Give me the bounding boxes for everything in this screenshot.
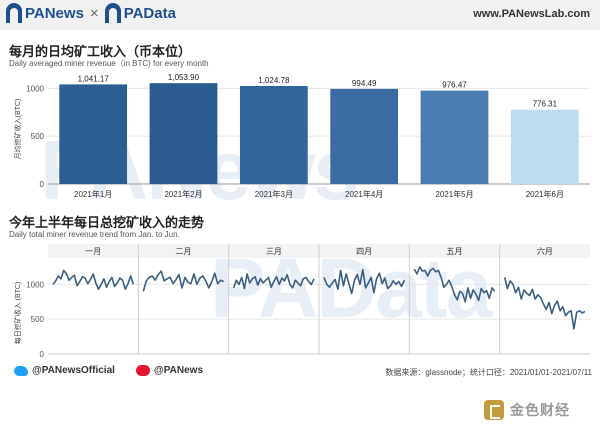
- data-label: 776.31: [533, 100, 558, 109]
- panel-label: 六月: [537, 246, 553, 256]
- daily-line-chart: 0 500 1000 每日挖矿收入 (BTC) 一月 二月 三月 四月 五月 六月: [13, 244, 590, 359]
- twitter-handle[interactable]: @PANewsOfficial: [14, 365, 115, 376]
- brand-panews: PANews: [25, 4, 84, 22]
- jinse-stamp: 金色财经: [484, 400, 570, 420]
- data-label: 976.47: [442, 81, 467, 90]
- jinse-stamp-text: 金色财经: [510, 402, 570, 418]
- twitter-icon: [14, 365, 28, 376]
- panel-label: 一月: [85, 247, 101, 256]
- chart2-subtitle: Daily total miner revenue trend from Jan…: [9, 230, 180, 239]
- panel-label: 二月: [176, 247, 192, 256]
- data-label: 1,041.17: [78, 74, 110, 83]
- series-line: [52, 269, 135, 291]
- weibo-label: @PANews: [154, 365, 204, 376]
- jinse-logo-icon: [484, 400, 504, 420]
- data-label: 994.49: [352, 79, 377, 88]
- x-tick-label: 2021年6月: [526, 189, 564, 199]
- y-tick-label: 500: [31, 315, 45, 324]
- x-tick-label: 2021年2月: [164, 189, 202, 199]
- site-url[interactable]: www.PANewsLab.com: [473, 8, 590, 20]
- bar: [239, 85, 308, 184]
- series-line: [232, 273, 315, 290]
- series-line: [413, 266, 496, 303]
- series-line: [142, 270, 225, 292]
- x-tick-label: 2021年3月: [255, 189, 293, 199]
- monthly-bar-chart: 0 500 1000 月均挖矿收入(BTC) 1,041.17 2021年1月 1,053.…: [13, 73, 590, 199]
- y-tick-label: 0: [40, 350, 45, 359]
- y-axis-label: 月均挖矿收入(BTC): [13, 99, 22, 160]
- header-bar: PANews × PAData www.PANewsLab.com: [0, 0, 600, 30]
- x-tick-label: 2021年1月: [74, 189, 112, 199]
- y-tick-label: 0: [40, 180, 45, 189]
- chart2-title: 今年上半年每日总挖矿收入的走势: [9, 215, 205, 230]
- padata-logo-icon: [104, 3, 121, 23]
- data-label: 1,053.90: [168, 73, 200, 82]
- brand-padata: PAData: [123, 4, 176, 22]
- y-tick-label: 1000: [26, 84, 44, 93]
- twitter-label: @PANewsOfficial: [32, 365, 115, 376]
- chart1-title: 每月的日均矿工收入（币本位）: [9, 44, 192, 59]
- data-label: 1,024.78: [258, 76, 290, 85]
- bar: [59, 84, 128, 184]
- footer: @PANewsOfficial @PANews 数据来源：glassnode；统…: [0, 361, 600, 383]
- panel-label: 五月: [447, 247, 463, 256]
- panews-logo-icon: [6, 3, 22, 23]
- brand-logo[interactable]: PANews × PAData: [6, 3, 176, 23]
- weibo-handle[interactable]: @PANews: [136, 365, 203, 376]
- x-tick-label: 2021年5月: [435, 189, 473, 199]
- y-axis-label: 每日挖矿收入 (BTC): [13, 282, 22, 345]
- y-tick-label: 1000: [26, 280, 44, 289]
- data-source: 数据来源：glassnode；统计口径：2021/01/01-2021/07/1…: [385, 368, 592, 377]
- bar: [330, 88, 399, 184]
- bar: [510, 109, 579, 184]
- panel-label: 三月: [266, 247, 282, 256]
- series-line: [503, 277, 586, 330]
- chart1-subtitle: Daily averaged miner revenue（in BTC) for…: [9, 59, 209, 68]
- x-tick-label: 2021年4月: [345, 189, 383, 199]
- panel-label: 四月: [356, 247, 372, 256]
- bar: [420, 90, 489, 184]
- bar: [149, 83, 218, 184]
- brand-separator: ×: [89, 4, 99, 22]
- series-line: [323, 268, 406, 295]
- weibo-icon: [136, 365, 150, 376]
- y-tick-label: 500: [31, 132, 45, 141]
